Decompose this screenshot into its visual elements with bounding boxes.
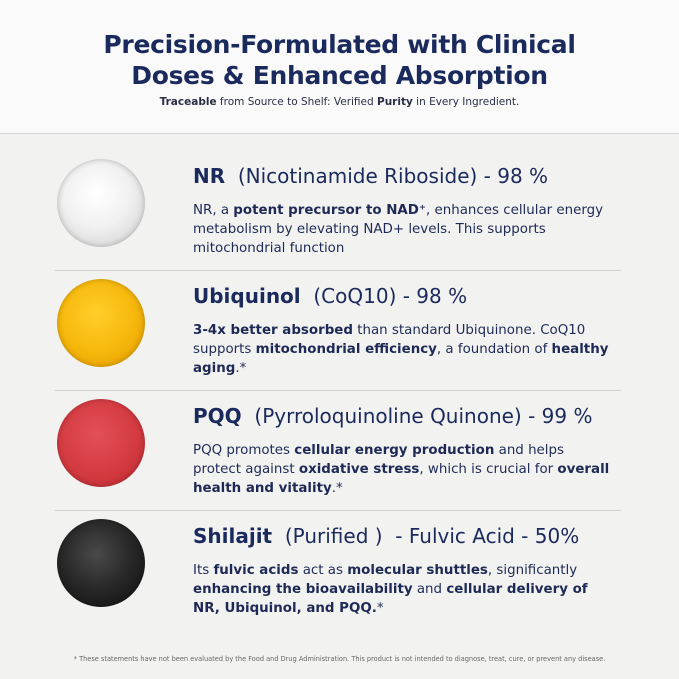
ingredient-heading: Ubiquinol (CoQ10) - 98 %: [193, 284, 467, 308]
ingredient-description: Its fulvic acids act as molecular shuttl…: [193, 561, 613, 618]
header: Precision-Formulated with Clinical Doses…: [0, 0, 679, 134]
text: act as: [298, 563, 348, 578]
ingredient-heading: PQQ (Pyrroloquinoline Quinone) - 99 %: [193, 404, 592, 428]
bold-text: potent precursor to NAD⁺: [233, 203, 426, 218]
ingredient-name: NR: [193, 164, 226, 188]
text: in Every Ingredient.: [412, 96, 520, 108]
ingredient-description: NR, a potent precursor to NAD⁺, enhances…: [193, 201, 613, 258]
ingredient-name: Shilajit: [193, 524, 273, 548]
text: , enhances cellular energy metabolism by…: [193, 203, 604, 256]
ingredient-image: [57, 279, 145, 367]
text: .*: [235, 361, 247, 376]
bold-text: Traceable: [159, 96, 217, 108]
bold-text: 3-4x better absorbed: [193, 323, 353, 338]
text: and helps protect against: [193, 443, 564, 477]
ingredient-detail: (Nicotinamide Riboside) - 98 %: [237, 164, 549, 188]
bold-text: mitochondrial efficiency: [255, 342, 437, 357]
divider: [55, 270, 621, 271]
ingredient-heading: Shilajit (Purified ) - Fulvic Acid - 50%: [193, 524, 579, 548]
text: .*: [331, 481, 343, 496]
ingredient-description: PQQ promotes cellular energy production …: [193, 441, 613, 498]
ingredient-detail: (Purified ) - Fulvic Acid - 50%: [284, 524, 580, 548]
ingredient-name: Ubiquinol: [193, 284, 301, 308]
text: PQQ promotes: [193, 443, 295, 458]
text: *: [376, 601, 384, 616]
text: Its: [193, 563, 214, 578]
ingredient-name: PQQ: [193, 404, 242, 428]
bold-text: cellular energy production: [294, 443, 495, 458]
text: NR, a: [193, 203, 234, 218]
text: , a foundation of: [436, 342, 552, 357]
bold-text: oxidative stress: [298, 462, 420, 477]
ingredient-image: [57, 519, 145, 607]
divider: [55, 390, 621, 391]
bold-text: molecular shuttles: [347, 563, 488, 578]
ingredient-detail: (CoQ10) - 98 %: [313, 284, 468, 308]
ingredient-image: [57, 399, 145, 487]
subtitle: Traceable from Source to Shelf: Verified…: [0, 96, 679, 108]
text: and: [412, 582, 447, 597]
text: than standard Ubiquinone. CoQ10 supports: [193, 323, 586, 357]
text: , significantly: [487, 563, 578, 578]
ingredient-description: 3-4x better absorbed than standard Ubiqu…: [193, 321, 613, 378]
bold-text: overall health and vitality: [193, 462, 610, 496]
bold-text: enhancing the bioavailability: [193, 582, 413, 597]
text: from Source to Shelf: Verified: [216, 96, 378, 108]
ingredient-heading: NR (Nicotinamide Riboside) - 98 %: [193, 164, 548, 188]
title-line: Doses & Enhanced Absorption: [131, 61, 548, 90]
footnote: * These statements have not been evaluat…: [73, 655, 606, 663]
ingredient-detail: (Pyrroloquinoline Quinone) - 99 %: [254, 404, 593, 428]
ingredient-image: [57, 159, 145, 247]
bold-text: Purity: [377, 96, 413, 108]
bold-text: cellular delivery of NR, Ubiquinol, and …: [193, 582, 588, 616]
bold-text: fulvic acids: [213, 563, 299, 578]
divider: [55, 510, 621, 511]
text: , which is crucial for: [419, 462, 558, 477]
title-line: Precision-Formulated with Clinical: [103, 30, 576, 59]
bold-text: healthy aging: [193, 342, 609, 376]
